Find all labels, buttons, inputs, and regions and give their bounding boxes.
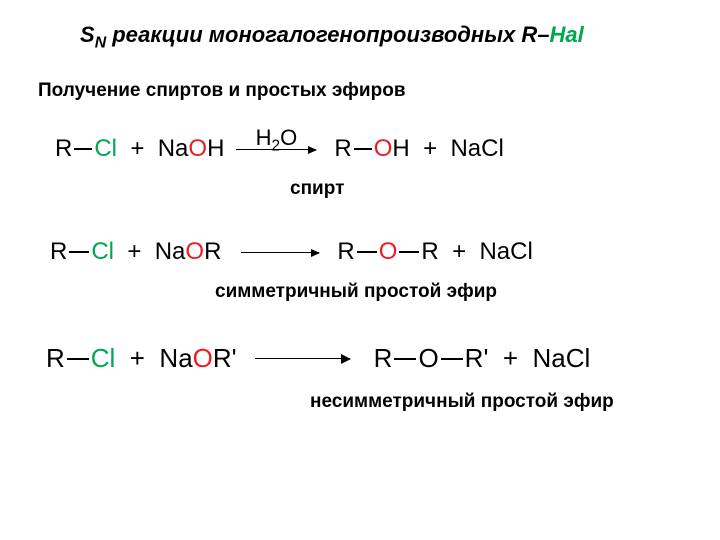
formula-token: R' — [213, 343, 237, 374]
formula-token: O — [374, 135, 393, 163]
formula-token: H — [392, 135, 409, 163]
bond-line — [357, 251, 377, 253]
formula-token: R — [46, 343, 65, 374]
reaction-row: RCl + NaOR'ROR' + NaCl — [46, 343, 590, 374]
reaction-arrow: H2O — [236, 149, 316, 150]
reaction-caption: спирт — [290, 178, 344, 200]
bond-line — [69, 251, 89, 253]
formula-token: + NaCl — [410, 135, 504, 163]
formula-token: O — [188, 135, 207, 163]
formula-token: H — [207, 135, 224, 163]
reaction-row: RCl + NaORROR + NaCl — [50, 238, 533, 266]
formula-token: + Na — [115, 343, 192, 374]
title-hal: Hal — [549, 22, 583, 47]
formula-token: R — [374, 343, 393, 374]
formula-token: + Na — [114, 238, 185, 266]
title-s: S — [80, 22, 95, 47]
reaction-caption: несимметричный простой эфир — [310, 391, 614, 413]
formula-token: R — [334, 135, 351, 163]
bond-line — [399, 251, 419, 253]
bond-line — [67, 358, 89, 360]
formula-token: O — [185, 238, 204, 266]
formula-token: Cl — [94, 135, 117, 163]
formula-token: R — [204, 238, 221, 266]
formula-token: R' + NaCl — [465, 343, 591, 374]
reaction-arrow — [241, 252, 319, 253]
title-n: N — [95, 34, 106, 51]
title-mid: реакции моногалогенопроизводных R– — [106, 22, 549, 47]
formula-token: R — [50, 238, 67, 266]
formula-token: R — [55, 135, 72, 163]
formula-token: O — [418, 343, 438, 374]
bond-line — [441, 358, 463, 360]
bond-line — [394, 358, 416, 360]
formula-token: Cl — [91, 343, 116, 374]
formula-token: O — [193, 343, 213, 374]
bond-line — [74, 148, 92, 150]
reaction-arrow — [255, 358, 350, 359]
bond-line — [354, 148, 372, 150]
formula-token: + Na — [117, 135, 188, 163]
reaction-row: RCl + NaOHH2OROH + NaCl — [55, 135, 504, 163]
arrow-label: H2O — [256, 125, 298, 155]
formula-token: R — [337, 238, 354, 266]
page-title: SN реакции моногалогенопроизводных R–Hal — [80, 22, 584, 52]
reaction-caption: симметричный простой эфир — [215, 281, 497, 303]
formula-token: O — [379, 238, 398, 266]
formula-token: R + NaCl — [421, 238, 532, 266]
section-subtitle: Получение спиртов и простых эфиров — [38, 80, 406, 102]
formula-token: Cl — [91, 238, 114, 266]
